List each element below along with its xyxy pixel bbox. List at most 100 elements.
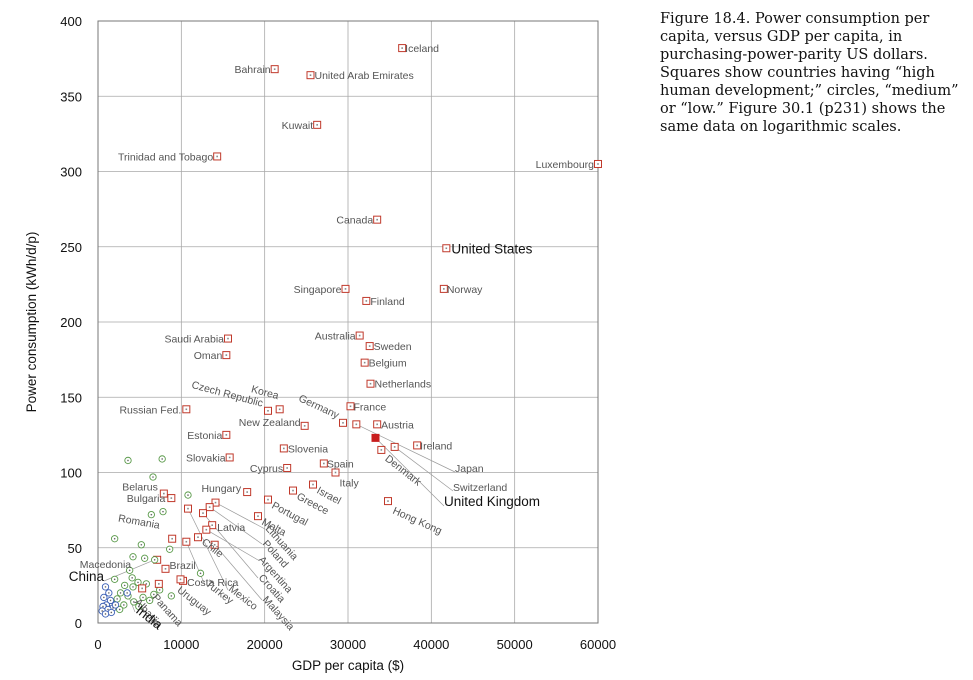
point-center <box>168 548 171 551</box>
point-center <box>267 498 269 501</box>
point-center <box>140 543 143 546</box>
point-center <box>185 540 188 543</box>
leader-united-kingdom <box>375 437 445 507</box>
label-belarus: Belarus <box>122 482 158 494</box>
label-finland: Finland <box>370 296 405 308</box>
point-center <box>267 409 269 412</box>
y-tick-label: 300 <box>60 165 82 180</box>
point-center <box>162 510 164 513</box>
point-center <box>143 557 146 560</box>
label-chile: Chile <box>199 536 225 560</box>
point-center <box>113 537 116 540</box>
point-center <box>309 74 312 76</box>
label-layer: Iceland Bahrain United Arab Emirates Kuwait… <box>69 43 594 633</box>
label-italy: Italy <box>340 478 360 490</box>
point-center <box>179 578 182 581</box>
point-center <box>150 513 153 516</box>
label-cyprus: Cyprus <box>250 463 283 475</box>
point-center <box>278 408 281 411</box>
point-center <box>342 422 344 424</box>
x-tick-label: 60000 <box>580 637 616 652</box>
label-new-zealand: New Zealand <box>239 417 301 429</box>
label-ireland: Ireland <box>420 440 452 452</box>
point-center <box>163 492 165 495</box>
label-france: France <box>354 401 387 413</box>
label-luxembourg: Luxembourg <box>536 159 595 171</box>
label-macedonia: Macedonia <box>80 559 132 571</box>
point-center <box>158 583 160 585</box>
y-axis-title: Power consumption (kWh/d/p) <box>24 232 39 413</box>
x-tick-label: 10000 <box>163 637 199 652</box>
point-center <box>114 604 117 606</box>
label-hungary: Hungary <box>201 483 241 495</box>
point-center <box>323 462 325 465</box>
tick-layer: 0 10000 20000 30000 40000 50000 60000 0 50 100 150… <box>60 14 616 652</box>
point-center <box>349 405 352 408</box>
label-united-arab-emirates: United Arab Emirates <box>315 70 414 82</box>
point-center <box>118 608 121 611</box>
point-center <box>197 536 199 539</box>
point-center <box>257 515 259 517</box>
label-estonia: Estonia <box>187 430 222 442</box>
point-center <box>292 489 294 492</box>
point-center <box>141 587 143 590</box>
point-center <box>133 601 135 603</box>
point-center <box>158 589 161 591</box>
point-center <box>344 288 347 290</box>
point-layer <box>98 44 602 618</box>
label-norway: Norway <box>447 284 483 296</box>
point-center <box>273 68 276 70</box>
point-center <box>103 596 105 599</box>
y-tick-label: 100 <box>60 466 82 481</box>
x-tick-label: 50000 <box>497 637 533 652</box>
leader-turkey <box>186 541 206 586</box>
point-center <box>185 408 188 411</box>
label-denmark: Denmark <box>382 453 424 489</box>
point-center <box>152 476 154 478</box>
point-center <box>153 558 156 561</box>
y-tick-label: 400 <box>60 14 82 29</box>
label-saudi-arabia: Saudi Arabia <box>164 334 224 346</box>
y-tick-label: 0 <box>75 616 82 631</box>
point-center <box>211 524 213 526</box>
scatter-chart: 0 10000 20000 30000 40000 50000 60000 0 50 100 150… <box>24 14 616 673</box>
point-center <box>214 501 217 504</box>
label-austria: Austria <box>381 419 414 431</box>
point-center <box>187 494 189 496</box>
leader-switzerland <box>394 446 454 492</box>
leader-argentina <box>206 529 259 561</box>
point-center <box>380 449 383 451</box>
x-tick-label: 0 <box>94 637 101 652</box>
point-center <box>108 592 110 594</box>
point-center <box>145 583 148 585</box>
point-center <box>597 163 599 165</box>
label-slovakia: Slovakia <box>186 452 226 464</box>
point-center <box>132 555 134 558</box>
point-center <box>102 605 104 608</box>
leader-lithuania <box>215 502 266 530</box>
point-center <box>104 586 107 588</box>
label-hong-kong: Hong Kong <box>391 505 444 537</box>
point-center <box>202 512 204 514</box>
x-axis-title: GDP per capita ($) <box>292 658 404 673</box>
point-center <box>365 300 368 302</box>
label-singapore: Singapore <box>294 284 342 296</box>
leader-japan <box>356 424 456 473</box>
point-center <box>445 247 448 250</box>
grid-layer <box>97 20 599 624</box>
point-center <box>148 599 151 602</box>
point-center <box>334 471 337 474</box>
leader-poland <box>209 506 263 545</box>
point-center <box>312 483 314 486</box>
point-center <box>109 599 112 602</box>
point-center <box>225 354 228 356</box>
point-center <box>123 604 125 606</box>
point-center <box>401 47 403 49</box>
point-center <box>142 596 144 599</box>
label-sweden: Sweden <box>374 341 412 353</box>
point-center <box>132 586 134 588</box>
point-center <box>161 458 163 460</box>
label-latvia: Latvia <box>217 522 245 534</box>
point-center <box>443 288 445 290</box>
label-bulgaria: Bulgaria <box>127 493 166 505</box>
